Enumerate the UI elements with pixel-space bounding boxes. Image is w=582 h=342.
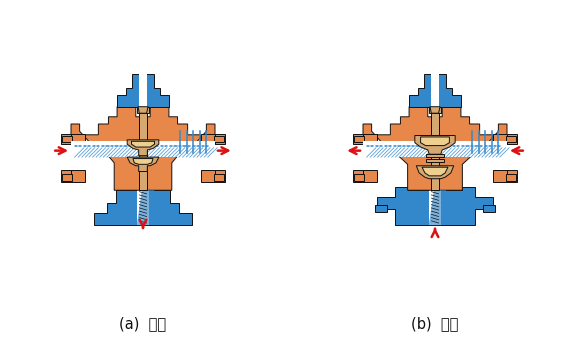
Polygon shape xyxy=(353,170,363,182)
Text: (b)  合流: (b) 合流 xyxy=(411,316,459,331)
Bar xyxy=(139,74,147,107)
Bar xyxy=(431,74,439,107)
Polygon shape xyxy=(377,187,492,225)
Bar xyxy=(506,174,516,181)
Polygon shape xyxy=(71,134,86,144)
Bar xyxy=(214,174,223,181)
Polygon shape xyxy=(71,170,86,182)
Bar xyxy=(137,107,150,113)
Bar xyxy=(62,174,72,181)
Bar xyxy=(428,107,442,113)
Bar xyxy=(140,107,147,190)
Polygon shape xyxy=(201,170,215,182)
Polygon shape xyxy=(363,107,507,190)
Bar xyxy=(375,205,388,212)
Polygon shape xyxy=(133,159,153,164)
Bar xyxy=(427,159,443,162)
Polygon shape xyxy=(363,170,377,182)
Bar xyxy=(428,187,442,225)
Bar xyxy=(354,174,364,181)
Polygon shape xyxy=(71,107,215,190)
Polygon shape xyxy=(421,137,449,146)
Bar xyxy=(62,135,72,142)
Polygon shape xyxy=(61,170,71,182)
Bar xyxy=(431,107,439,190)
Polygon shape xyxy=(117,74,169,107)
Bar xyxy=(363,141,507,157)
Polygon shape xyxy=(132,141,154,147)
Polygon shape xyxy=(127,157,159,172)
Polygon shape xyxy=(430,107,440,113)
Bar xyxy=(71,141,215,157)
Polygon shape xyxy=(201,134,215,144)
Polygon shape xyxy=(492,170,507,182)
Polygon shape xyxy=(353,134,363,144)
Bar xyxy=(427,154,443,157)
Polygon shape xyxy=(61,134,71,144)
Polygon shape xyxy=(507,170,517,182)
Polygon shape xyxy=(415,135,455,154)
Polygon shape xyxy=(492,134,507,144)
Polygon shape xyxy=(409,74,461,107)
Polygon shape xyxy=(507,134,517,144)
Polygon shape xyxy=(416,166,454,179)
Polygon shape xyxy=(127,140,159,156)
Polygon shape xyxy=(215,134,225,144)
Text: (a)  分流: (a) 分流 xyxy=(119,316,166,331)
Bar xyxy=(137,187,150,225)
Bar xyxy=(506,135,516,142)
Polygon shape xyxy=(363,134,377,144)
Polygon shape xyxy=(94,190,192,225)
Polygon shape xyxy=(215,170,225,182)
Polygon shape xyxy=(138,107,148,113)
Bar xyxy=(214,135,223,142)
Polygon shape xyxy=(422,167,448,176)
Bar xyxy=(482,205,495,212)
Bar xyxy=(354,135,364,142)
